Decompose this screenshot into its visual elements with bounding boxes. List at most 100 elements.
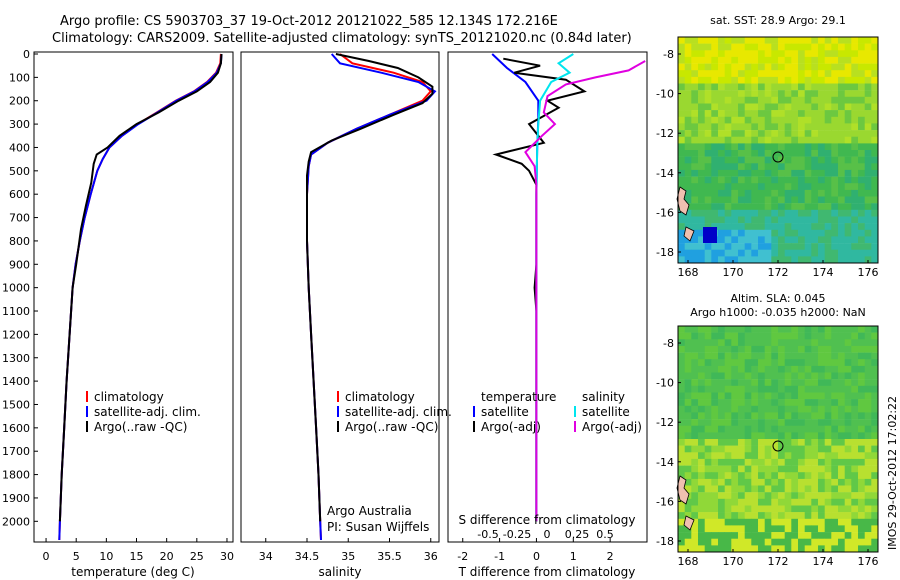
map-cell [804, 505, 812, 513]
map-cell [751, 359, 759, 367]
map-cell [778, 452, 785, 460]
map-cell [844, 156, 852, 164]
map-cell [711, 492, 719, 500]
map-cell [724, 169, 732, 177]
map-cell [851, 465, 859, 473]
map-cell [718, 229, 725, 237]
map-cell [691, 532, 699, 539]
map-cell [804, 196, 812, 204]
map-cell [744, 332, 752, 340]
map-cell [718, 498, 725, 506]
map-cell [738, 50, 745, 58]
map-cell [831, 412, 839, 420]
map-cell [831, 532, 839, 539]
map-cell [758, 203, 765, 211]
map-cell [871, 492, 879, 500]
map-cell [691, 169, 699, 177]
map-cell [811, 223, 819, 230]
map-cell [818, 452, 825, 460]
map-cell [678, 110, 685, 117]
map-cell [864, 143, 872, 151]
map-cell [698, 472, 705, 480]
map-xtick-label: 170 [723, 555, 744, 568]
map-cell [844, 339, 852, 347]
map-cell [818, 505, 825, 513]
map-cell [811, 498, 819, 506]
map-cell [851, 365, 859, 373]
map-cell [824, 432, 832, 440]
map-cell [811, 110, 819, 117]
map-cell [718, 236, 725, 244]
map-cell [678, 130, 685, 137]
x-tick-label: 20 [160, 550, 174, 563]
map-cell [804, 189, 812, 197]
map-cell [764, 136, 772, 144]
map-cell [791, 76, 799, 84]
legend-swatch-satellite [337, 406, 339, 417]
map-cell [864, 156, 872, 164]
map-cell [818, 518, 825, 526]
map-cell [811, 56, 819, 64]
map-cell [798, 392, 805, 400]
map-cell [804, 525, 812, 533]
map-cell [771, 478, 779, 486]
map-cell [718, 156, 725, 164]
map-cell [844, 392, 852, 400]
map-cell [738, 37, 745, 44]
map-cell [704, 83, 712, 91]
map-cell [831, 56, 839, 64]
legend-label-climatology: climatology [345, 390, 415, 404]
map-cell [798, 452, 805, 460]
map-cell [858, 209, 865, 217]
map-cell [711, 379, 719, 387]
map-cell [778, 339, 785, 347]
map-cell [691, 136, 699, 144]
map-cell [758, 425, 765, 433]
map-cell [784, 545, 792, 553]
map-cell [871, 359, 879, 367]
map-cell [678, 445, 685, 453]
map-cell [718, 63, 725, 71]
map-cell [784, 189, 792, 197]
map-cell [851, 419, 859, 426]
map-cell [691, 83, 699, 91]
map-cell [678, 223, 685, 230]
map-cell [771, 223, 779, 230]
map-cell [818, 216, 825, 224]
map-cell [858, 189, 865, 197]
map-cell [731, 545, 739, 553]
temperature-lines [58, 53, 223, 541]
map-cell [751, 365, 759, 373]
map-cell [864, 485, 872, 493]
x-tick-label: -2 [457, 550, 468, 563]
map-cell [731, 518, 739, 526]
map-cell [864, 472, 872, 480]
map-cell [871, 439, 879, 446]
map-cell [718, 392, 725, 400]
map-cell [691, 465, 699, 473]
map-cell [798, 209, 805, 217]
map-cell [744, 209, 752, 217]
map-cell [778, 203, 785, 211]
map-cell [731, 385, 739, 393]
map-cell [778, 243, 785, 250]
map-cell [711, 425, 719, 433]
map-cell [744, 538, 752, 546]
map-cell [771, 339, 779, 347]
map-cell [678, 37, 685, 44]
map-cell [791, 505, 799, 513]
map-cell [744, 229, 752, 237]
map-cell [718, 76, 725, 84]
map-cell [838, 458, 845, 466]
map-cell [711, 63, 719, 71]
map-cell [824, 518, 832, 526]
map-cell [698, 439, 705, 446]
map-cell [838, 379, 845, 387]
map-cell [724, 525, 732, 533]
map-cell [818, 419, 825, 426]
map-cell [791, 236, 799, 244]
map-cell [851, 345, 859, 353]
map-cell [698, 63, 705, 71]
map-cell [744, 50, 752, 58]
map-cell [811, 532, 819, 539]
